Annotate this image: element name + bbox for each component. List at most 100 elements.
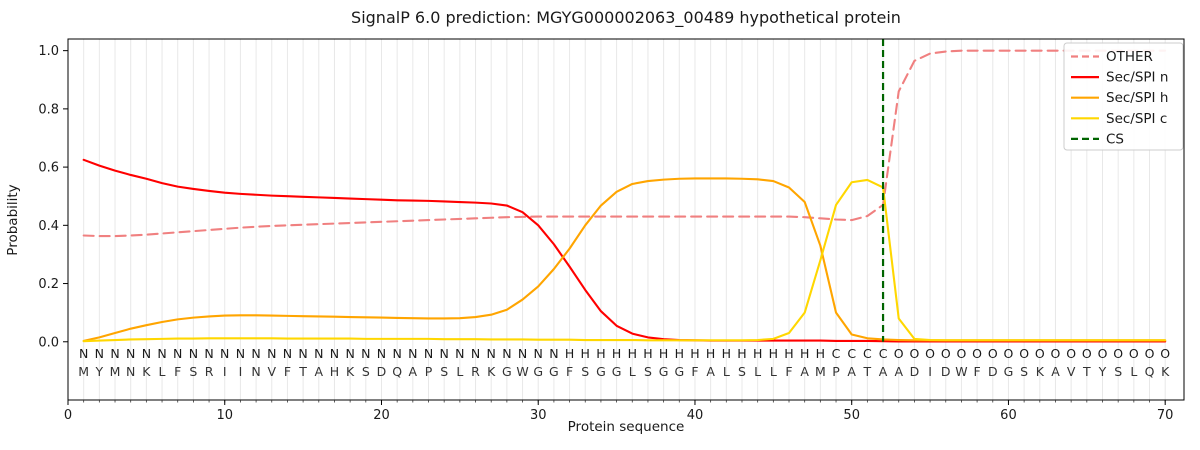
region-letter: H bbox=[753, 346, 762, 361]
sequence-letter: T bbox=[298, 364, 307, 379]
region-letter: O bbox=[957, 346, 967, 361]
sequence-letter: T bbox=[863, 364, 872, 379]
sequence-letter: K bbox=[346, 364, 355, 379]
region-letter: O bbox=[972, 346, 982, 361]
sequence-letter: L bbox=[456, 364, 463, 379]
sequence-letter: Q bbox=[1145, 364, 1155, 379]
sequence-letter: V bbox=[267, 364, 276, 379]
sequence-letter: A bbox=[894, 364, 903, 379]
sequence-letter: A bbox=[1051, 364, 1060, 379]
region-letter: O bbox=[1113, 346, 1123, 361]
sequence-letter: S bbox=[189, 364, 197, 379]
region-letter: N bbox=[487, 346, 496, 361]
region-letter: N bbox=[392, 346, 401, 361]
sequence-letter: T bbox=[1082, 364, 1091, 379]
sequence-letter: A bbox=[879, 364, 888, 379]
region-letter: H bbox=[675, 346, 684, 361]
legend-label: Sec/SPI h bbox=[1106, 90, 1168, 106]
sequence-letter: G bbox=[1004, 364, 1014, 379]
region-letter: N bbox=[236, 346, 245, 361]
sequence-letter: N bbox=[126, 364, 135, 379]
region-letter: H bbox=[628, 346, 637, 361]
legend-label: CS bbox=[1106, 131, 1124, 147]
series-line-sec-spi-n bbox=[82, 158, 1167, 343]
region-letter: O bbox=[1145, 346, 1155, 361]
sequence-letter: S bbox=[644, 364, 652, 379]
sequence-letter: L bbox=[159, 364, 166, 379]
region-letter: N bbox=[173, 346, 182, 361]
sequence-letter: K bbox=[487, 364, 496, 379]
region-letter: H bbox=[784, 346, 793, 361]
region-letter: O bbox=[1098, 346, 1108, 361]
sequence-letter: Q bbox=[392, 364, 402, 379]
sequence-letter: F bbox=[566, 364, 573, 379]
sequence-letter: K bbox=[142, 364, 151, 379]
legend-label: Sec/SPI c bbox=[1106, 111, 1167, 127]
legend-label: Sec/SPI n bbox=[1106, 70, 1168, 86]
sequence-letter: Y bbox=[1098, 364, 1107, 379]
series-line-sec-spi-h bbox=[82, 177, 1167, 342]
sequence-letter: G bbox=[596, 364, 606, 379]
sequence-letter: F bbox=[284, 364, 291, 379]
x-axis-label: Protein sequence bbox=[568, 419, 685, 435]
y-tick-label: 0.4 bbox=[38, 219, 59, 234]
legend-label: OTHER bbox=[1106, 49, 1153, 65]
region-letter: H bbox=[643, 346, 652, 361]
region-letter: N bbox=[298, 346, 307, 361]
region-letter: N bbox=[440, 346, 449, 361]
region-letter: H bbox=[800, 346, 809, 361]
region-letter: N bbox=[408, 346, 417, 361]
sequence-letter: W bbox=[955, 364, 967, 379]
sequence-letter: G bbox=[612, 364, 622, 379]
sequence-letter: F bbox=[973, 364, 980, 379]
region-letter: H bbox=[565, 346, 574, 361]
legend: OTHER Sec/SPI n Sec/SPI h Sec/SPI c CS bbox=[1063, 42, 1184, 151]
region-letter: H bbox=[690, 346, 699, 361]
region-letter: C bbox=[863, 346, 872, 361]
sequence-letter: M bbox=[78, 364, 89, 379]
x-tick-label: 50 bbox=[843, 408, 860, 423]
region-letter: O bbox=[925, 346, 935, 361]
x-tick-label: 0 bbox=[64, 408, 72, 423]
y-tick-label: 0.6 bbox=[38, 161, 59, 176]
region-letter: O bbox=[1066, 346, 1076, 361]
axes-layer: 0 10 20 30 40 50 60 70 0.0 0.2 0.4 0.6 0.8 1.0 bbox=[38, 38, 1185, 423]
legend-box bbox=[1063, 42, 1184, 151]
sequence-letter: L bbox=[723, 364, 730, 379]
y-tick-label: 0.8 bbox=[38, 102, 59, 117]
sequence-letter: G bbox=[549, 364, 559, 379]
region-letter: N bbox=[126, 346, 135, 361]
x-tick-label: 70 bbox=[1157, 408, 1174, 423]
y-tick-label: 0.2 bbox=[38, 277, 59, 292]
region-letter: N bbox=[330, 346, 339, 361]
sequence-letter: I bbox=[223, 364, 227, 379]
sequence-letter: S bbox=[362, 364, 370, 379]
sequence-letter: L bbox=[629, 364, 636, 379]
region-letter: N bbox=[345, 346, 354, 361]
y-tick-label: 0.0 bbox=[38, 335, 59, 350]
sequence-letter: G bbox=[674, 364, 684, 379]
sequence-letter: V bbox=[1067, 364, 1076, 379]
sequence-letter: S bbox=[1114, 364, 1122, 379]
sequence-letter: P bbox=[425, 364, 433, 379]
sequence-letter: M bbox=[815, 364, 826, 379]
region-letter: H bbox=[816, 346, 825, 361]
series-line-other bbox=[82, 49, 1167, 238]
sequence-letter: I bbox=[239, 364, 243, 379]
x-tick-label: 10 bbox=[216, 408, 233, 423]
region-letter: N bbox=[267, 346, 276, 361]
sequence-letter: P bbox=[832, 364, 840, 379]
sequence-letter: A bbox=[800, 364, 809, 379]
region-letter: N bbox=[95, 346, 104, 361]
sequence-letter: D bbox=[988, 364, 998, 379]
region-letter: N bbox=[157, 346, 166, 361]
region-letter: N bbox=[220, 346, 229, 361]
region-letter: N bbox=[314, 346, 323, 361]
region-letter: O bbox=[1051, 346, 1061, 361]
sequence-letter: G bbox=[533, 364, 543, 379]
plot-border bbox=[67, 38, 1185, 401]
region-letter: N bbox=[361, 346, 370, 361]
x-tick-label: 60 bbox=[1000, 408, 1017, 423]
